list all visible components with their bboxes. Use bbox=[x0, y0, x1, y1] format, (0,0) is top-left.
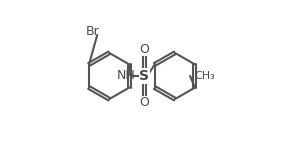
Text: Br: Br bbox=[86, 26, 100, 38]
Text: O: O bbox=[139, 43, 149, 56]
Text: S: S bbox=[139, 69, 149, 83]
Text: CH₃: CH₃ bbox=[194, 71, 215, 81]
Text: NH: NH bbox=[117, 69, 136, 82]
Text: O: O bbox=[139, 96, 149, 109]
